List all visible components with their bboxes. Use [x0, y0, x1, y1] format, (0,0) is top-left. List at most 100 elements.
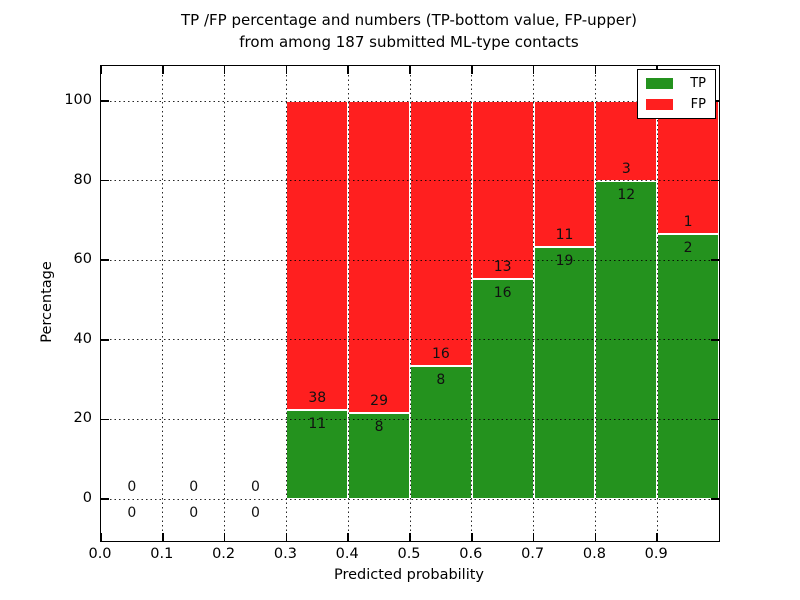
x-tick-mark-top: [347, 66, 349, 74]
y-tick-mark: [101, 100, 109, 102]
fp-count-label: 16: [431, 346, 450, 363]
y-tick-label: 20: [73, 410, 92, 427]
tp-count-label: 2: [683, 239, 693, 256]
gridline-horizontal: [101, 180, 719, 182]
y-tick-mark-right: [711, 339, 719, 341]
fp-color-swatch: [646, 99, 673, 110]
gridline-vertical: [285, 66, 287, 541]
x-tick-label: 0.7: [521, 546, 545, 562]
x-tick-mark: [100, 533, 102, 541]
gridline-vertical: [594, 66, 596, 541]
x-tick-mark: [409, 533, 411, 541]
chart-title: TP /FP percentage and numbers (TP-bottom…: [100, 9, 718, 53]
x-tick-mark-top: [100, 66, 102, 74]
x-tick-mark-top: [223, 66, 226, 74]
legend-item: FP: [646, 97, 706, 112]
fp-count-label: 38: [308, 389, 327, 406]
y-tick-mark: [101, 259, 109, 261]
x-tick-mark: [471, 533, 473, 541]
x-tick-label: 0.1: [150, 546, 174, 562]
fp-count-label: 1: [683, 213, 693, 230]
gridline-vertical: [533, 66, 535, 541]
chart-title-line1: TP /FP percentage and numbers (TP-bottom…: [181, 11, 637, 29]
y-tick-mark: [101, 339, 109, 341]
x-tick-mark: [223, 533, 226, 541]
y-tick-mark-right: [711, 498, 719, 500]
gridline-vertical: [471, 66, 473, 541]
tp-count-label: 0: [127, 505, 137, 521]
bar-tp-segment: [348, 413, 410, 499]
x-tick-label: 0.8: [582, 546, 606, 562]
chart-title-line2: from among 187 submitted ML-type contact…: [239, 33, 579, 51]
fp-count-label: 29: [370, 393, 389, 410]
x-tick-mark: [532, 533, 535, 541]
fp-count-label: 11: [555, 227, 574, 244]
fp-count-label: 0: [127, 479, 137, 495]
x-tick-mark-top: [162, 66, 164, 74]
fp-count-label: 3: [621, 160, 631, 177]
x-tick-mark: [347, 533, 349, 541]
legend: TP FP: [637, 69, 716, 119]
tp-color-swatch: [646, 78, 673, 89]
x-tick-mark-top: [285, 66, 288, 74]
bar-fp-segment: [471, 101, 534, 280]
bar-tp-segment: [533, 247, 596, 499]
gridline-horizontal: [101, 259, 719, 261]
gridline-vertical: [224, 66, 226, 541]
y-tick-mark: [101, 418, 109, 421]
gridline-vertical: [162, 66, 164, 541]
x-tick-mark: [285, 533, 288, 541]
tp-count-label: 12: [617, 186, 636, 203]
x-tick-mark: [162, 533, 164, 541]
tp-count-label: 0: [251, 505, 260, 521]
bar-tp-segment: [657, 233, 719, 499]
x-tick-label: 0.6: [459, 546, 483, 562]
tp-count-label: 8: [374, 419, 384, 436]
x-tick-mark-top: [532, 66, 535, 74]
tp-count-label: 0: [189, 505, 199, 521]
x-tick-mark-top: [471, 66, 473, 74]
tp-count-label: 11: [308, 415, 327, 432]
x-tick-label: 0.5: [397, 546, 421, 562]
x-tick-label: 0.9: [644, 546, 668, 562]
y-tick-mark-right: [711, 418, 719, 421]
x-tick-label: 0.0: [88, 546, 112, 562]
tp-count-label: 16: [493, 285, 512, 302]
plot-area: TP FP 0 0 0 0 0 0 38 11 29 8 16 8 13 16 11 19 3 12 1 2: [100, 65, 720, 542]
y-tick-label: 60: [73, 251, 92, 268]
tp-count-label: 19: [555, 253, 574, 270]
bar-fp-segment: [533, 101, 596, 248]
y-tick-mark-right: [711, 179, 719, 182]
bar-fp-segment: [657, 101, 719, 234]
legend-item-label: TP: [690, 76, 706, 91]
gridline-horizontal: [101, 100, 719, 102]
x-tick-label: 0.3: [273, 546, 297, 562]
y-tick-mark-right: [711, 259, 719, 261]
x-tick-mark: [656, 533, 658, 541]
fp-count-label: 13: [493, 259, 512, 276]
gridline-vertical: [409, 66, 411, 541]
bar-tp-segment: [471, 279, 534, 499]
x-tick-label: 0.4: [335, 546, 359, 562]
x-tick-mark-top: [594, 66, 597, 74]
x-tick-mark: [594, 533, 597, 541]
gridline-horizontal: [101, 498, 719, 500]
bar-fp-segment: [348, 101, 410, 414]
x-tick-label: 0.2: [212, 546, 236, 562]
x-axis-label: Predicted probability: [333, 567, 485, 583]
y-tick-label: 100: [64, 92, 92, 108]
y-tick-mark: [101, 498, 109, 500]
y-tick-label: 80: [73, 171, 92, 188]
tp-count-label: 8: [436, 372, 446, 389]
fp-count-label: 0: [189, 479, 199, 495]
y-tick-mark: [101, 179, 109, 182]
gridline-horizontal: [101, 339, 719, 341]
legend-item-label: FP: [690, 97, 706, 112]
fp-count-label: 0: [251, 479, 260, 495]
x-tick-mark-top: [409, 66, 411, 74]
gridline-vertical: [656, 66, 658, 541]
legend-item: TP: [646, 76, 706, 91]
gridline-vertical: [347, 66, 349, 541]
y-tick-label: 0: [82, 490, 92, 506]
